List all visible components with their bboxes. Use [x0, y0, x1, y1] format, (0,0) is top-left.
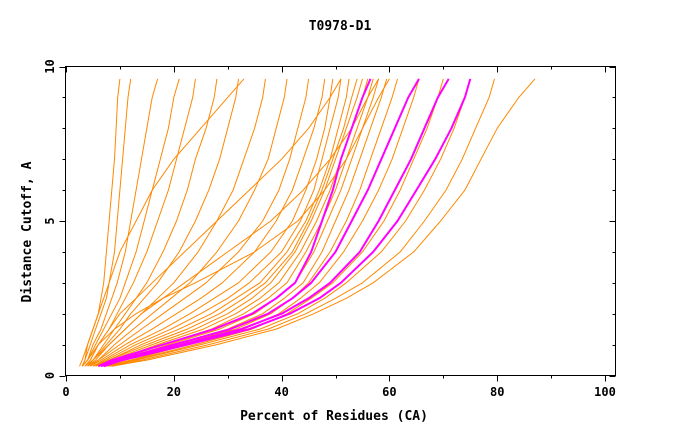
- x-tick-label-100: 100: [594, 385, 616, 399]
- series-model-02: [81, 78, 132, 367]
- x-axis-label: Percent of Residues (CA): [240, 409, 428, 424]
- series-best-model-1: [97, 78, 372, 368]
- series-model-10: [89, 78, 310, 367]
- y-tick-label-5: 5: [43, 217, 57, 224]
- series-best-model-3: [103, 78, 450, 368]
- x-tick-label-40: 40: [274, 385, 288, 399]
- series-model-24: [106, 78, 471, 367]
- series-model-27: [81, 78, 245, 367]
- x-tick-label-0: 0: [62, 385, 69, 399]
- series-lines: [79, 78, 536, 368]
- series-model-14: [92, 78, 350, 367]
- x-tick-label-60: 60: [382, 385, 396, 399]
- series-model-09: [87, 78, 288, 367]
- series-best-model-4: [103, 78, 472, 368]
- series-model-29: [87, 78, 380, 367]
- series-model-25: [109, 78, 495, 367]
- series-model-04: [81, 78, 180, 367]
- series-model-13: [92, 78, 342, 367]
- series-model-11: [90, 78, 326, 367]
- tick-labels: 0 20 40 60 80 100 0 5 10: [43, 59, 616, 399]
- series-model-23: [103, 78, 444, 367]
- series-model-26: [111, 78, 536, 367]
- x-tick-label-20: 20: [167, 385, 181, 399]
- series-model-28: [84, 78, 342, 367]
- series-model-15: [95, 78, 358, 367]
- chart-title: T0978-D1: [309, 19, 372, 34]
- plot-frame: [65, 66, 616, 376]
- series-best-model-2: [100, 78, 420, 368]
- x-tick-label-80: 80: [490, 385, 504, 399]
- series-model-08: [87, 78, 266, 367]
- series-model-19: [98, 78, 380, 367]
- series-model-03: [81, 78, 159, 367]
- series-model-06: [84, 78, 218, 367]
- series-model-12: [92, 78, 334, 367]
- y-tick-label-10: 10: [43, 59, 57, 73]
- series-model-16: [95, 78, 363, 367]
- y-axis-label: Distance Cutoff, A: [20, 161, 35, 302]
- series-model-30: [81, 78, 390, 367]
- y-tick-label-0: 0: [43, 372, 57, 379]
